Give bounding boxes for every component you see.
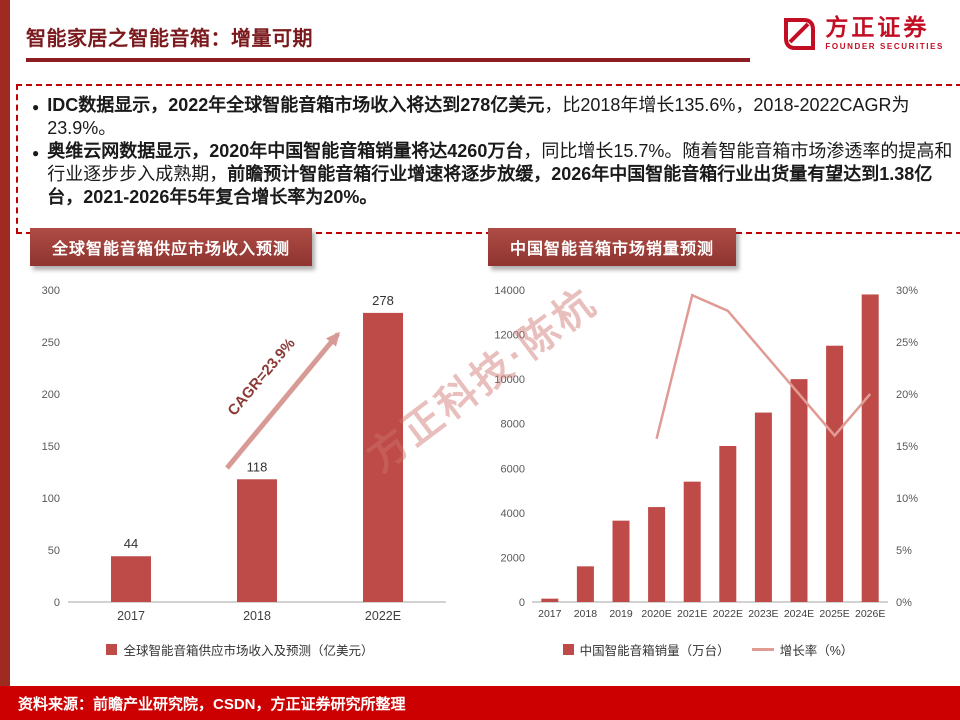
bar-2026E bbox=[861, 294, 879, 602]
bullet-text: IDC数据显示，2022年全球智能音箱市场收入将达到278亿美元，比2018年增… bbox=[47, 95, 910, 139]
y-axis-ticks: 0 50 100 150 200 250 300 bbox=[42, 285, 60, 609]
svg-text:6000: 6000 bbox=[501, 463, 525, 475]
legend-item-revenue: 全球智能音箱供应市场收入及预测（亿美元） bbox=[106, 640, 374, 659]
x-axis-label: 2022E bbox=[713, 608, 743, 620]
x-axis-label: 2022E bbox=[365, 609, 401, 623]
x-axis-label: 2018 bbox=[243, 609, 271, 623]
svg-text:14000: 14000 bbox=[494, 285, 525, 297]
sales-series-label: 中国智能音箱销量（万台） bbox=[579, 644, 730, 658]
summary-box: ● IDC数据显示，2022年全球智能音箱市场收入将达到278亿美元，比2018年… bbox=[16, 84, 960, 234]
bar-value-label: 278 bbox=[372, 293, 394, 308]
source-text: 资料来源：前瞻产业研究院，CSDN，方正证券研究所整理 bbox=[18, 695, 406, 713]
growth-line bbox=[655, 293, 872, 440]
bar-2023E bbox=[754, 412, 772, 602]
bar-2017 bbox=[541, 598, 559, 602]
left-axis-ticks: 0 2000 4000 6000 8000 10000 12000 14000 bbox=[494, 285, 525, 609]
founder-logo-text: 方正证券 FOUNDER SECURITIES bbox=[825, 16, 944, 51]
china-chart-legend: 中国智能音箱销量（万台） 增长率（%） bbox=[488, 640, 928, 659]
svg-text:0: 0 bbox=[54, 597, 60, 609]
svg-text:150: 150 bbox=[42, 441, 60, 453]
svg-text:2000: 2000 bbox=[501, 552, 525, 564]
title-underline bbox=[26, 58, 750, 62]
page-title: 智能家居之智能音箱：增量可期 bbox=[26, 28, 313, 50]
logo-name-en: FOUNDER SECURITIES bbox=[825, 42, 944, 51]
x-axis-label: 2020E bbox=[641, 608, 671, 620]
x-axis-label: 2023E bbox=[748, 608, 778, 620]
svg-text:10%: 10% bbox=[896, 493, 918, 505]
bullet-item: ● IDC数据显示，2022年全球智能音箱市场收入将达到278亿美元，比2018年… bbox=[30, 94, 958, 140]
svg-text:30%: 30% bbox=[896, 285, 918, 297]
x-axis-label: 2024E bbox=[784, 608, 814, 620]
x-axis-label: 2021E bbox=[677, 608, 707, 620]
legend-item-sales: 中国智能音箱销量（万台） bbox=[562, 640, 730, 659]
founder-logo-icon bbox=[784, 17, 816, 50]
x-axis-label: 2017 bbox=[538, 608, 562, 620]
svg-text:20%: 20% bbox=[896, 389, 918, 401]
bar-value-label: 44 bbox=[124, 536, 138, 551]
bullet-list: ● IDC数据显示，2022年全球智能音箱市场收入将达到278亿美元，比2018年… bbox=[30, 94, 958, 209]
svg-text:100: 100 bbox=[42, 493, 60, 505]
global-revenue-chart: 0 50 100 150 200 250 300 44 2017 118 2018 278 2022E C… bbox=[22, 272, 456, 637]
bar-2022E bbox=[719, 446, 737, 602]
svg-text:4000: 4000 bbox=[501, 508, 525, 520]
x-axis-label: 2025E bbox=[819, 608, 849, 620]
x-axis-label: 2017 bbox=[117, 609, 145, 623]
svg-text:250: 250 bbox=[42, 337, 60, 349]
china-chart-title-badge: 中国智能音箱市场销量预测 bbox=[488, 228, 737, 266]
svg-text:0%: 0% bbox=[896, 597, 912, 609]
footer-bar: 资料来源：前瞻产业研究院，CSDN，方正证券研究所整理 bbox=[0, 686, 960, 720]
global-chart-title-badge: 全球智能音箱供应市场收入预测 bbox=[30, 228, 313, 266]
x-axis-label: 2019 bbox=[609, 608, 633, 620]
x-axis-label: 2018 bbox=[574, 608, 598, 620]
bar-2025E bbox=[826, 345, 844, 602]
left-accent-bar bbox=[0, 0, 10, 720]
bar-value-label: 118 bbox=[247, 459, 268, 474]
bar-2020E bbox=[648, 507, 666, 602]
slide-header: 智能家居之智能音箱：增量可期 bbox=[26, 22, 750, 62]
svg-text:200: 200 bbox=[42, 389, 60, 401]
bar-2017 bbox=[111, 556, 151, 602]
growth-series-swatch bbox=[751, 648, 774, 651]
global-chart-canvas: 0 50 100 150 200 250 300 44 2017 118 2018 278 2022E C… bbox=[42, 285, 446, 623]
founder-logo: 方正证券 FOUNDER SECURITIES bbox=[781, 16, 944, 51]
bar-2024E bbox=[790, 379, 808, 602]
right-axis-ticks: 0% 5% 10% 15% 20% 25% 30% bbox=[896, 285, 918, 609]
svg-text:300: 300 bbox=[42, 285, 60, 297]
svg-text:25%: 25% bbox=[896, 337, 918, 349]
revenue-series-label: 全球智能音箱供应市场收入及预测（亿美元） bbox=[123, 644, 374, 658]
china-sales-chart: 0 2000 4000 6000 8000 10000 12000 14000 0% 5% 10% 1… bbox=[478, 272, 940, 637]
growth-series-label: 增长率（%） bbox=[779, 644, 854, 658]
svg-text:8000: 8000 bbox=[501, 419, 525, 431]
global-chart-legend: 全球智能音箱供应市场收入及预测（亿美元） bbox=[30, 640, 450, 659]
china-chart-canvas: 0 2000 4000 6000 8000 10000 12000 14000 0% 5% 10% 1… bbox=[494, 285, 918, 620]
bar-2019 bbox=[612, 520, 630, 602]
cagr-arrow bbox=[225, 331, 340, 470]
bar-2021E bbox=[683, 481, 701, 602]
sales-series-swatch bbox=[562, 644, 574, 655]
bar-2018 bbox=[576, 566, 594, 602]
cagr-annotation: CAGR=23.9% bbox=[224, 335, 298, 419]
bullet-dot: ● bbox=[32, 146, 40, 161]
revenue-series-swatch bbox=[106, 644, 118, 655]
svg-text:0: 0 bbox=[519, 597, 525, 609]
svg-text:50: 50 bbox=[48, 545, 60, 557]
svg-text:10000: 10000 bbox=[494, 374, 525, 386]
legend-item-growth: 增长率（%） bbox=[751, 640, 854, 659]
logo-name-cn: 方正证券 bbox=[825, 14, 930, 40]
svg-text:5%: 5% bbox=[896, 545, 912, 557]
bar-2022E bbox=[363, 312, 403, 602]
x-axis-label: 2026E bbox=[855, 608, 885, 620]
svg-text:15%: 15% bbox=[896, 441, 918, 453]
bullet-text: 奥维云网数据显示，2020年中国智能音箱销量将达4260万台，同比增长15.7%… bbox=[47, 141, 953, 208]
bullet-dot: ● bbox=[32, 100, 40, 114]
bullet-item: ● 奥维云网数据显示，2020年中国智能音箱销量将达4260万台，同比增长15.7… bbox=[30, 140, 958, 209]
bar-2018 bbox=[237, 479, 277, 602]
svg-text:12000: 12000 bbox=[494, 330, 525, 342]
